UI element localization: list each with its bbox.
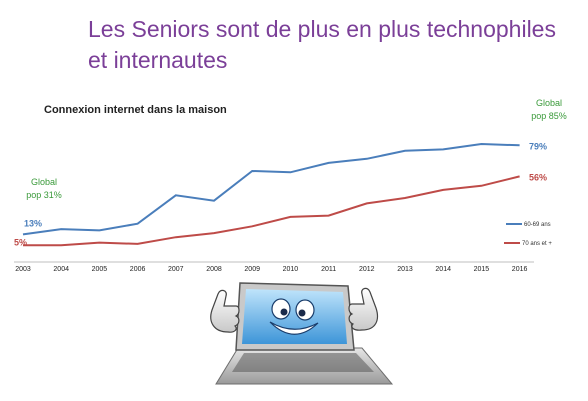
x-tick-label-2014: 2014 <box>435 266 451 273</box>
global-note-right-line1: Global <box>536 98 562 108</box>
series-line-60-69 <box>22 142 520 236</box>
slide-title: Les Seniors sont de plus en plus technop… <box>88 16 556 73</box>
data-label-70-plus-end: 56% <box>529 172 547 182</box>
x-tick-label-2009: 2009 <box>244 266 260 273</box>
legend: 60-69 ans 70 ans et + <box>504 222 552 247</box>
data-label-70-plus-start: 5% <box>14 237 27 247</box>
chart-title: Connexion internet dans la maison <box>44 104 227 116</box>
x-tick-label-2015: 2015 <box>474 266 490 273</box>
x-tick-label-2007: 2007 <box>168 266 184 273</box>
x-tick-label-2006: 2006 <box>130 266 146 273</box>
x-tick-label-2004: 2004 <box>53 266 69 273</box>
x-tick-label-2010: 2010 <box>283 266 299 273</box>
global-note-right-line2: pop 85% <box>531 111 567 121</box>
x-tick-label-2012: 2012 <box>359 266 375 273</box>
global-note-left-line2: pop 31% <box>26 190 62 200</box>
series-layer <box>22 142 520 247</box>
legend-label-70-plus: 70 ans et + <box>522 241 552 247</box>
global-note-left-line1: Global <box>31 177 57 187</box>
data-label-60-69-start: 13% <box>24 218 42 228</box>
data-labels-layer: 13% 79% 5% 56% <box>14 141 547 247</box>
x-tick-label-2008: 2008 <box>206 266 222 273</box>
x-tick-label-2005: 2005 <box>92 266 108 273</box>
legend-label-60-69: 60-69 ans <box>524 222 551 228</box>
series-line-70-plus <box>23 175 520 247</box>
x-tick-label-2013: 2013 <box>397 266 413 273</box>
x-tick-label-2011: 2011 <box>321 266 336 273</box>
data-label-60-69-end: 79% <box>529 141 547 151</box>
x-axis-ticks: 2003 2004 2005 2006 2007 2008 2009 2010 2011 2012… <box>15 266 527 273</box>
x-tick-label-2003: 2003 <box>15 266 31 273</box>
x-tick-label-2016: 2016 <box>512 266 528 273</box>
